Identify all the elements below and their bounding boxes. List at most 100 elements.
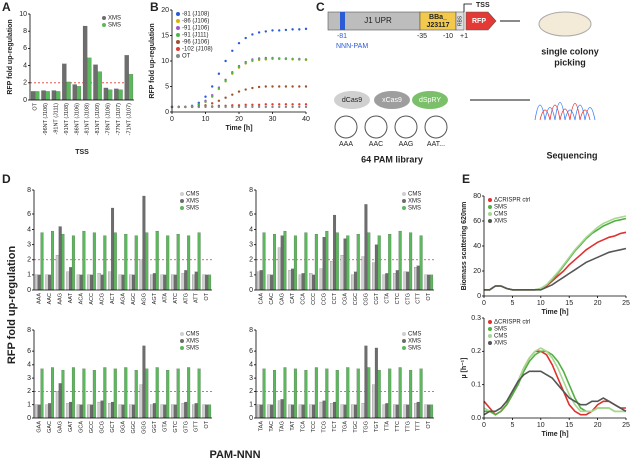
y-tick-label: 4 (23, 62, 27, 69)
x-tick-label: CTT (416, 292, 422, 303)
bar (152, 403, 156, 419)
panel-label: E (462, 172, 470, 186)
legend-swatch (180, 332, 184, 336)
bar (187, 367, 191, 419)
series-line (484, 247, 627, 291)
y-tick-label: 3 (249, 242, 253, 249)
bar (202, 274, 206, 291)
bar (398, 367, 402, 419)
point (251, 59, 254, 62)
point (278, 103, 281, 106)
bar (171, 274, 175, 291)
x-tick-label: AGA (120, 293, 126, 305)
series-line (483, 370, 627, 416)
y-tick-label: 0.3 (471, 315, 481, 322)
y-tick-label: 8 (249, 327, 253, 334)
y-tick-label: 15 (161, 32, 169, 39)
tss-label: TSS (476, 2, 490, 9)
x-tick-label: CGA (342, 293, 348, 305)
legend-label: SMS (108, 23, 121, 29)
bar (35, 91, 40, 101)
point (257, 105, 261, 109)
x-tick-label: CCC (311, 293, 317, 305)
bar (97, 401, 101, 419)
x-tick-label: -86NT (J106) (74, 103, 80, 135)
bar (427, 274, 431, 291)
point (237, 105, 241, 109)
point (271, 57, 274, 60)
bar (351, 404, 355, 419)
bar (385, 273, 389, 291)
y-tick-label: 3 (249, 375, 253, 382)
x-tick-label: GCG (100, 421, 106, 434)
legend-label: SMS (186, 206, 199, 212)
x-tick-label: GTG (183, 421, 189, 433)
y-tick-label: 2 (27, 388, 31, 395)
bar (288, 270, 292, 291)
point (304, 105, 308, 109)
bar (150, 404, 154, 419)
bar (187, 235, 191, 291)
y-tick-label: 8 (249, 187, 253, 194)
legend-swatch (176, 26, 180, 30)
x-tick-label: CAT (290, 292, 296, 303)
y-tick-label: 6 (249, 348, 253, 355)
x-tick-label: AAT (68, 292, 74, 303)
x-tick-label: OT (426, 292, 432, 300)
promoter-label: J1 UPR (364, 16, 392, 25)
point (244, 103, 247, 107)
point (284, 105, 288, 109)
x-tick-label: GGA (120, 421, 126, 434)
bar (163, 404, 167, 419)
bar (205, 404, 209, 419)
y-tick-label: 2 (23, 80, 27, 87)
tss-arrow (463, 3, 472, 12)
point (271, 103, 274, 106)
legend-label: -91 (J106) (182, 26, 209, 32)
x-tick-label: ATA (162, 293, 168, 303)
bar (259, 404, 263, 419)
x-tick-label: TGT (374, 420, 380, 432)
legend-label: XMS (494, 219, 507, 225)
point (304, 85, 308, 88)
plasmid (424, 115, 448, 139)
x-tick-label: GTA (162, 421, 168, 432)
point (211, 85, 214, 88)
x-tick-label: CAA (259, 293, 265, 305)
y-tick-label: 4 (27, 362, 31, 369)
bar (58, 226, 62, 291)
bar (346, 235, 350, 291)
x-tick-label: GAA (37, 421, 43, 433)
x-tick-label: TCG (322, 421, 328, 433)
point (278, 29, 281, 32)
bar (82, 368, 86, 419)
bar (403, 404, 407, 419)
point (271, 85, 274, 88)
bar (97, 273, 101, 291)
d-x-label: PAM-NNN (209, 449, 260, 461)
point (264, 105, 267, 109)
point (231, 93, 234, 96)
bar (356, 233, 360, 291)
x-tick-label: ATT (194, 292, 200, 303)
x-tick-label: 0 (482, 422, 486, 429)
y-tick-label: 0 (249, 287, 253, 294)
bar (173, 404, 177, 419)
x-tick-label: GCA (79, 421, 85, 433)
series-line (484, 231, 627, 291)
bar (340, 404, 344, 419)
legend-swatch (176, 47, 180, 51)
bar (131, 274, 135, 291)
bar (398, 230, 402, 291)
bar (430, 274, 434, 291)
legend-label: XMS (186, 199, 199, 205)
bar (262, 232, 266, 291)
legend-swatch (488, 219, 492, 223)
x-tick-label: 10 (537, 300, 545, 307)
x-tick-label: GTT (194, 420, 200, 432)
bar (208, 404, 212, 419)
library-item: AAA (339, 141, 353, 148)
bar (121, 274, 125, 291)
bar (124, 367, 128, 419)
